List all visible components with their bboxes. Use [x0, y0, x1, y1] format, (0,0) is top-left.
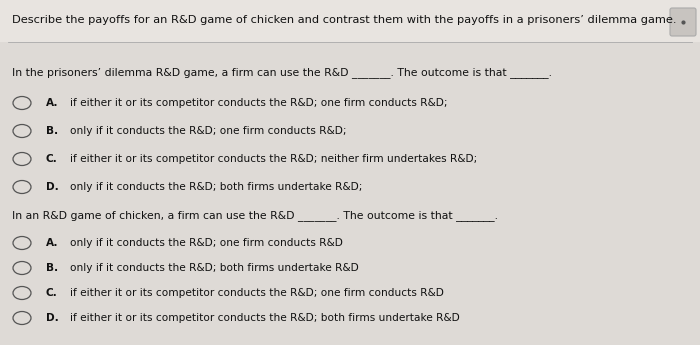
Text: A.: A.: [46, 98, 59, 108]
Text: only if it conducts the R&D; both firms undertake R&D;: only if it conducts the R&D; both firms …: [70, 182, 363, 192]
Text: only if it conducts the R&D; both firms undertake R&D: only if it conducts the R&D; both firms …: [70, 263, 358, 273]
Text: only if it conducts the R&D; one firm conducts R&D;: only if it conducts the R&D; one firm co…: [70, 126, 346, 136]
Text: if either it or its competitor conducts the R&D; both firms undertake R&D: if either it or its competitor conducts …: [70, 313, 460, 323]
Text: B.: B.: [46, 263, 58, 273]
Text: Describe the payoffs for an R&D game of chicken and contrast them with the payof: Describe the payoffs for an R&D game of …: [12, 15, 676, 25]
Text: if either it or its competitor conducts the R&D; one firm conducts R&D: if either it or its competitor conducts …: [70, 288, 444, 298]
Text: C.: C.: [46, 288, 57, 298]
Text: D.: D.: [46, 313, 59, 323]
FancyBboxPatch shape: [670, 8, 696, 36]
Text: C.: C.: [46, 154, 57, 164]
Text: only if it conducts the R&D; one firm conducts R&D: only if it conducts the R&D; one firm co…: [70, 238, 343, 248]
Text: In an R&D game of chicken, a firm can use the R&D _______. The outcome is that _: In an R&D game of chicken, a firm can us…: [12, 210, 498, 221]
Text: if either it or its competitor conducts the R&D; neither firm undertakes R&D;: if either it or its competitor conducts …: [70, 154, 477, 164]
Text: D.: D.: [46, 182, 59, 192]
FancyBboxPatch shape: [0, 0, 700, 42]
Text: In the prisoners’ dilemma R&D game, a firm can use the R&D _______. The outcome : In the prisoners’ dilemma R&D game, a fi…: [12, 68, 552, 78]
Text: B.: B.: [46, 126, 58, 136]
Text: A.: A.: [46, 238, 59, 248]
Text: if either it or its competitor conducts the R&D; one firm conducts R&D;: if either it or its competitor conducts …: [70, 98, 447, 108]
